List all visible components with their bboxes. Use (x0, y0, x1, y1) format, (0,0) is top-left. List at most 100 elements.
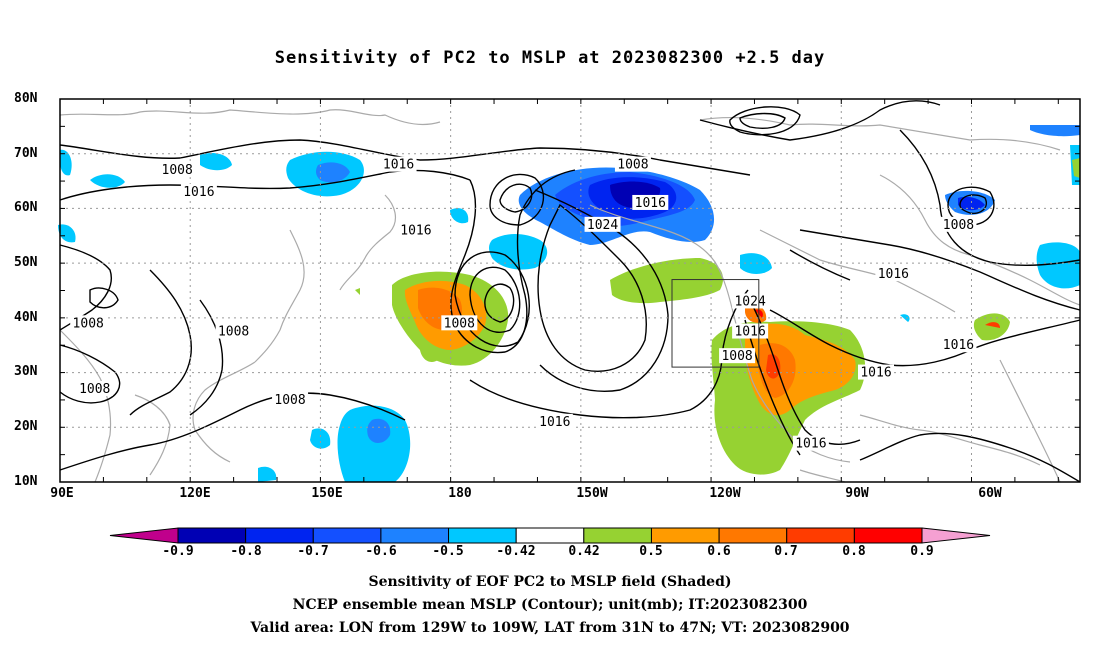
mslp-contours (59, 100, 1081, 483)
contour-label-bg (441, 315, 478, 331)
lon-label-150e: 150E (311, 486, 343, 501)
contour-label: 1024 (584, 216, 621, 233)
contour-label: 1008 (70, 315, 107, 331)
colorbar-label: -0.7 (297, 544, 329, 559)
colorbar-label: 0.8 (842, 544, 866, 559)
colorbar-swatch (718, 527, 788, 544)
contour-label-text: 1016 (943, 338, 974, 353)
contour-label-text: 1016 (795, 437, 826, 452)
contour-label: 1008 (719, 348, 756, 364)
contour-label-bg (792, 435, 829, 451)
contour-label-bg (614, 156, 651, 172)
contour-label-text: 1016 (539, 415, 570, 430)
colorbar-swatch (583, 527, 652, 544)
contour-label-bg (584, 216, 621, 232)
colorbar-label: 0.42 (568, 544, 600, 559)
contour-label: 1016 (180, 184, 217, 200)
contour-label-bg (940, 337, 977, 353)
contour-label: 1016 (875, 266, 912, 282)
lon-label-180: 180 (448, 486, 472, 501)
colorbar-label: -0.9 (162, 544, 194, 559)
contour-label: 1016 (380, 156, 417, 173)
contour-label: 1016 (792, 435, 829, 452)
lat-label-40n: 40N (14, 310, 38, 325)
lat-label-80n: 80N (14, 91, 38, 106)
contour-label-text: 1008 (444, 316, 475, 331)
lon-label-90e: 90E (50, 486, 74, 501)
lon-label-60w: 60W (978, 486, 1002, 501)
lat-label-60n: 60N (14, 200, 38, 215)
contour-label-bg (858, 364, 894, 380)
colorbar-max-arrow (921, 527, 991, 544)
contour-label: 1008 (614, 156, 651, 173)
contour-label-text: 1016 (183, 185, 214, 200)
contour-label-text: 1016 (860, 366, 891, 381)
colorbar-swatch (786, 527, 855, 544)
colorbar-swatch (650, 527, 720, 544)
colorbar-label: 0.7 (774, 544, 798, 559)
colorbar-label: 0.9 (910, 544, 934, 559)
lat-label-10n: 10N (14, 474, 38, 489)
contour-label: 1008 (215, 323, 252, 340)
colorbar (109, 527, 991, 544)
lat-label-70n: 70N (14, 146, 38, 161)
contour-label: 1008 (940, 216, 977, 233)
lon-label-120w: 120W (709, 486, 741, 501)
contour-label-text: 1008 (721, 349, 752, 364)
footer-line-1: Sensitivity of EOF PC2 to MSLP field (Sh… (368, 574, 732, 590)
contour-label-bg (272, 391, 309, 407)
contour-label: 1008 (76, 380, 113, 397)
contour-label-bg (632, 194, 669, 210)
contour-label-text: 1008 (943, 218, 974, 233)
colorbar-label: 0.5 (639, 544, 663, 559)
contour-label: 1024 (732, 293, 769, 309)
colorbar-label: -0.8 (230, 544, 262, 559)
contour-label-bg (159, 162, 196, 178)
colorbar-swatch (177, 527, 247, 544)
axis-ticks (60, 99, 1080, 482)
contour-label: 1008 (441, 315, 478, 331)
contour-label-text: 1016 (400, 223, 431, 238)
colorbar-min-arrow (109, 527, 179, 544)
contour-label-text: 1008 (73, 316, 104, 331)
lat-label-20n: 20N (14, 419, 38, 434)
contour-label-bg (719, 348, 756, 364)
contour-label-text: 1016 (383, 158, 414, 173)
contour-label: 1016 (536, 413, 573, 430)
contour-label-text: 1024 (734, 294, 765, 309)
contour-label-bg (875, 266, 912, 282)
contour-label-text: 1008 (617, 158, 648, 173)
colorbar-swatch (515, 527, 585, 544)
lat-label-50n: 50N (14, 255, 38, 270)
contour-label: 1016 (858, 364, 894, 381)
colorbar-swatch (312, 527, 382, 544)
contour-label-text: 1008 (218, 325, 249, 340)
colorbar-swatch (853, 527, 923, 544)
contour-label-bg (940, 216, 977, 232)
contour-label-text: 1024 (587, 218, 618, 233)
colorbar-swatch (448, 527, 517, 544)
lat-label-30n: 30N (14, 364, 38, 379)
footer-line-3: Valid area: LON from 129W to 109W, LAT f… (250, 620, 850, 636)
contour-label: 1008 (159, 162, 196, 178)
contour-label-bg (180, 184, 217, 200)
contour-label-bg (76, 380, 113, 396)
lon-label-120e: 120E (179, 486, 211, 501)
colorbar-label: -0.5 (432, 544, 464, 559)
contour-label-text: 1008 (79, 382, 110, 397)
contour-labels: 1008 1016 1016 1008 1016 1024 1016 1008 1016 1024… (70, 156, 977, 452)
contour-label-bg (380, 156, 417, 172)
lon-label-150w: 150W (576, 486, 608, 501)
contour-label-bg (536, 413, 573, 429)
colorbar-swatch (380, 527, 450, 544)
map-title: Sensitivity of PC2 to MSLP at 2023082300… (274, 48, 826, 68)
contour-label-text: 1016 (878, 267, 909, 282)
colorbar-label: -0.6 (365, 544, 397, 559)
contour-label-bg (215, 323, 252, 339)
contour-label-text: 1016 (635, 196, 666, 211)
colorbar-label: 0.6 (707, 544, 731, 559)
contour-label: 1016 (940, 337, 977, 353)
contour-label: 1016 (732, 323, 769, 340)
contour-label-text: 1008 (162, 163, 193, 178)
